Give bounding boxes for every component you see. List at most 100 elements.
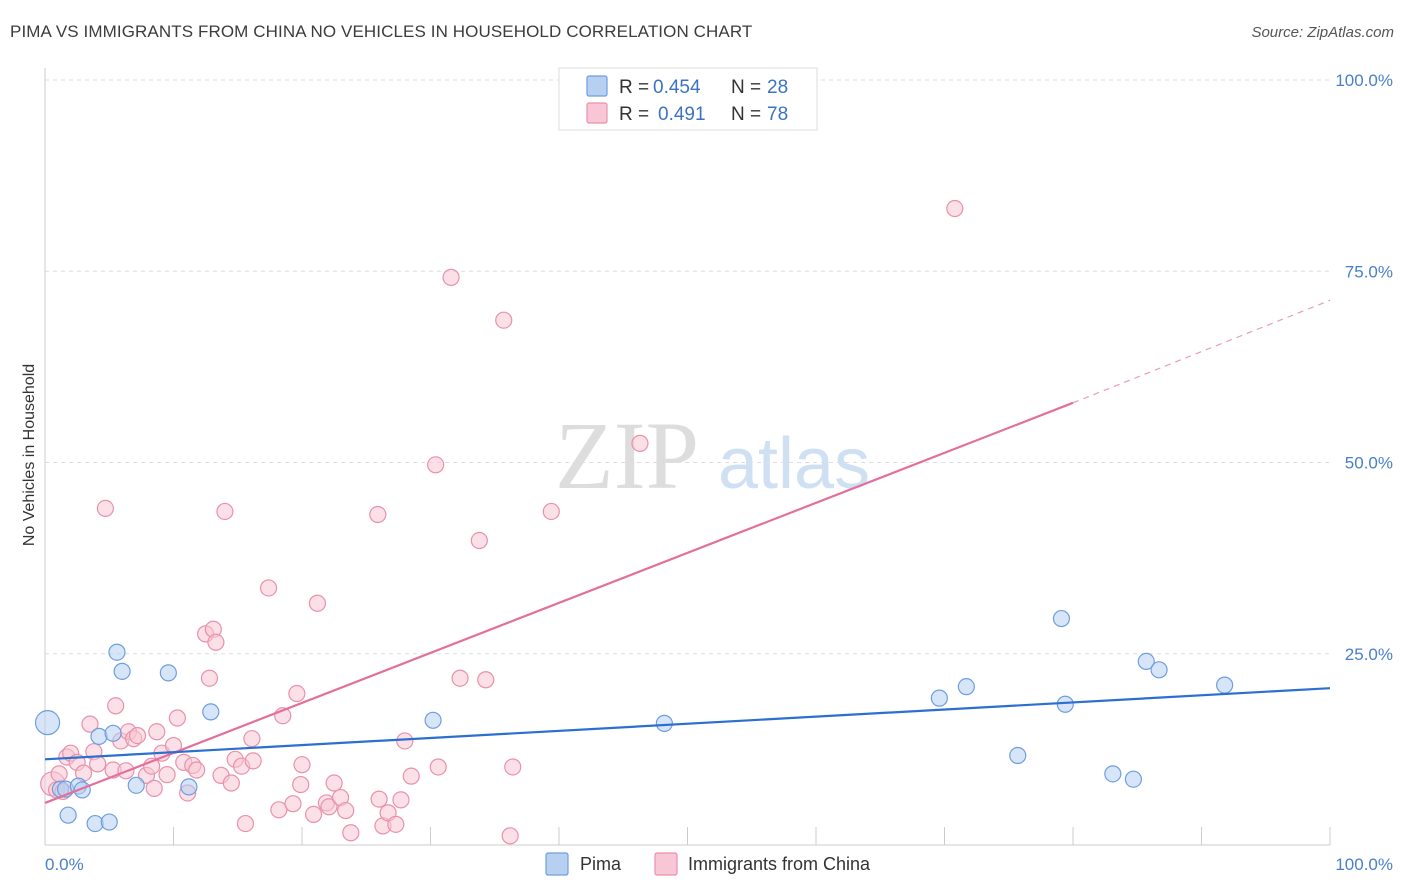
- china-point: [200, 669, 219, 687]
- china-point: [293, 756, 311, 774]
- y-axis-label: No Vehicles in Household: [21, 364, 38, 546]
- china-point: [320, 798, 338, 816]
- china-point: [342, 824, 360, 842]
- legend-r-value-china: 0.491: [658, 104, 706, 125]
- china-point: [168, 709, 186, 727]
- pima-point: [202, 703, 220, 721]
- china-point: [392, 791, 410, 809]
- y-tick-label: 50.0%: [1345, 454, 1393, 473]
- china-point: [145, 779, 163, 797]
- china-point: [128, 727, 147, 745]
- watermark-atlas: atlas: [718, 424, 870, 504]
- pima-point: [113, 662, 131, 680]
- china-point: [451, 669, 469, 687]
- china-point: [495, 311, 513, 329]
- china-point: [396, 732, 414, 750]
- gridlines: [45, 79, 1330, 655]
- y-tick-label: 75.0%: [1345, 262, 1393, 281]
- pima-point: [1009, 746, 1027, 765]
- china-point: [89, 755, 107, 773]
- bottom-legend-swatch-pima: [545, 852, 569, 876]
- china-point: [107, 697, 125, 715]
- bottom-legend-pima: Pima: [580, 854, 622, 874]
- china-point: [369, 505, 387, 524]
- china-point: [477, 671, 495, 689]
- china-trend-line: [44, 401, 1074, 804]
- legend-n-label: N =: [731, 104, 761, 125]
- legend-swatch-pima: [586, 75, 608, 97]
- pima-point: [127, 776, 145, 794]
- legend-swatch-china: [586, 102, 608, 124]
- legend-r-value-pima: 0.454: [653, 77, 701, 98]
- pima-point: [655, 714, 673, 732]
- china-trend-extension: [1072, 299, 1331, 404]
- china-point: [158, 766, 176, 784]
- china-point: [427, 456, 445, 474]
- watermark: ZIP atlas: [555, 402, 870, 509]
- pima-point: [1150, 661, 1168, 679]
- x-tick-label: 100.0%: [1335, 855, 1393, 874]
- pima-point: [100, 813, 118, 831]
- legend-n-value-pima: 28: [767, 77, 788, 98]
- legend-r-label: R =: [619, 77, 649, 98]
- china-point: [946, 199, 964, 218]
- y-tick-label: 100.0%: [1335, 71, 1393, 90]
- china-point: [270, 801, 288, 819]
- china-point: [370, 790, 388, 808]
- china-point: [304, 805, 323, 824]
- bottom-legend-swatch-china: [654, 852, 678, 876]
- bottom-legend-china: Immigrants from China: [688, 854, 871, 874]
- china-point: [244, 752, 262, 770]
- y-tick-label: 25.0%: [1345, 645, 1393, 664]
- source-label: Source: ZipAtlas.com: [1251, 24, 1394, 41]
- legend-r-label: R =: [619, 104, 649, 125]
- watermark-zip: ZIP: [555, 402, 699, 509]
- china-point: [402, 767, 420, 785]
- china-point: [308, 594, 327, 612]
- trend-lines: [44, 299, 1331, 804]
- pima-point: [90, 727, 108, 745]
- china-point: [148, 723, 166, 741]
- legend: R = 0.454 N = 28 R = 0.491 N = 78: [558, 67, 818, 131]
- pima-trend-line: [44, 687, 1331, 761]
- china-point: [631, 434, 649, 452]
- pima-point: [59, 806, 77, 824]
- china-point: [50, 765, 68, 783]
- pima-point: [957, 678, 975, 696]
- x-tick-label: 0.0%: [45, 855, 84, 874]
- china-point: [442, 268, 460, 286]
- pima-point: [180, 778, 198, 796]
- pima-point: [86, 814, 104, 833]
- pima-point: [1104, 765, 1122, 783]
- china-point: [222, 774, 240, 792]
- chart-title: PIMA VS IMMIGRANTS FROM CHINA NO VEHICLE…: [10, 22, 753, 41]
- pima-point: [34, 709, 61, 736]
- pima-point: [1216, 676, 1234, 694]
- china-point: [292, 775, 310, 794]
- data-points: [34, 199, 1234, 845]
- pima-point: [930, 689, 948, 707]
- china-point: [501, 827, 519, 845]
- china-point: [387, 815, 405, 833]
- china-point: [542, 502, 560, 521]
- china-point: [243, 730, 261, 748]
- legend-n-value-china: 78: [767, 104, 788, 125]
- pima-point: [108, 643, 126, 661]
- pima-point: [1124, 770, 1142, 788]
- china-point: [96, 499, 114, 517]
- china-point: [216, 502, 234, 521]
- china-point: [284, 795, 302, 813]
- china-point: [325, 774, 343, 792]
- china-point: [81, 715, 99, 733]
- china-point: [288, 684, 306, 703]
- china-point: [470, 531, 488, 550]
- bottom-legend: Pima Immigrants from China: [545, 852, 871, 876]
- china-point: [207, 633, 225, 651]
- pima-point: [104, 724, 122, 742]
- pima-point: [1137, 652, 1155, 671]
- china-point: [236, 814, 255, 833]
- china-point: [429, 758, 447, 776]
- china-point: [504, 758, 522, 776]
- china-point: [259, 579, 278, 597]
